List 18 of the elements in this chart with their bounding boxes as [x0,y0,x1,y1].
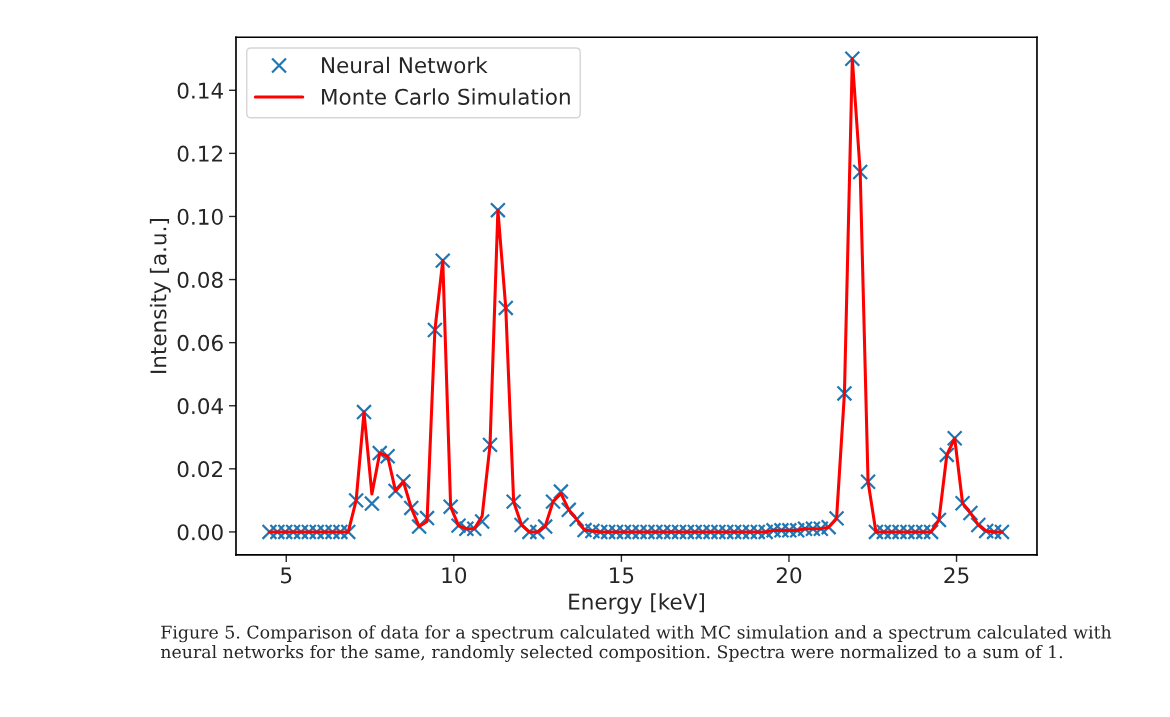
y-tick-label: 0.02 [177,461,223,478]
x-tick-label: 5 [281,567,292,584]
x-tick-label: 25 [944,567,969,584]
y-tick-label: 0.00 [177,524,223,541]
x-tick-label: 15 [610,567,634,584]
y-tick-label: 0.06 [177,334,223,352]
y-axis-title: Intensity [a.u.] [149,219,171,373]
legend-label: Monte Carlo Simulation [322,88,570,105]
x-tick-label: 20 [776,567,802,584]
y-tick-label: 0.04 [177,397,223,415]
y-tick-label: 0.14 [177,82,223,99]
caption: Figure 5. Comparison of data for a spectrum calculated with MC simulation and a spectrum calculated with neural networks for the same, randomly selected composition. Spectra were normalized to a sum of 1. [160,625,1112,662]
x-tick-label: 10 [442,567,467,584]
y-tick-label: 0.12 [177,145,223,162]
legend-label: Neural Network [322,56,488,74]
x-axis-title: Energy [keV] [569,593,704,614]
y-tick-label: 0.08 [177,271,223,289]
y-tick-label: 0.10 [177,208,223,225]
